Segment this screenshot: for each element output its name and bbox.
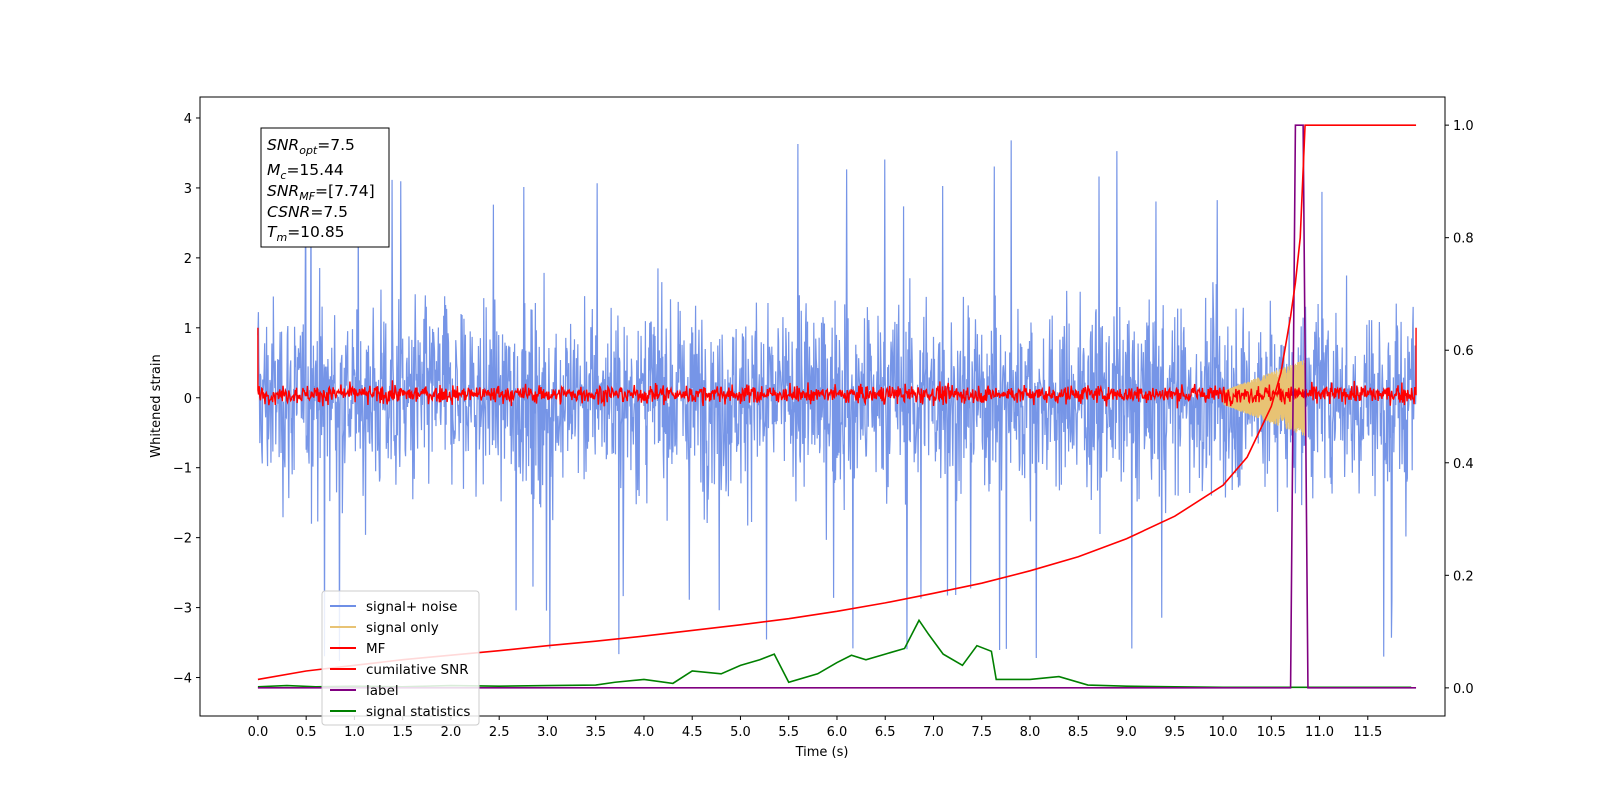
y2-tick-label: 0.8: [1453, 232, 1474, 247]
legend-label: signal+ noise: [366, 599, 457, 615]
y-tick-label: 4: [184, 112, 192, 127]
x-tick-label: 3.0: [537, 725, 558, 740]
legend-label: signal only: [366, 620, 439, 636]
x-tick-label: 2.0: [441, 725, 462, 740]
y-tick-label: −4: [173, 672, 192, 687]
x-tick-label: 1.0: [344, 725, 365, 740]
series-signal-noise: [257, 140, 1417, 662]
y2-tick-label: 0.4: [1453, 457, 1474, 472]
x-tick-label: 3.5: [585, 725, 606, 740]
info-csnr: CSNR=7.5: [267, 203, 348, 221]
x-tick-label: 5.0: [730, 725, 751, 740]
x-tick-label: 10.5: [1257, 725, 1286, 740]
legend-label: signal statistics: [366, 704, 470, 720]
y-tick-label: 3: [184, 182, 192, 197]
series-label: [257, 124, 1417, 689]
y2-tick-label: 0.6: [1453, 344, 1474, 359]
x-tick-label: 6.5: [875, 725, 896, 740]
y2-tick-label: 0.2: [1453, 569, 1474, 584]
x-tick-label: 10.0: [1209, 725, 1238, 740]
legend: signal+ noise signal only MF cumilative SNR…: [321, 590, 480, 726]
info-snr-mf: SNRMF=[7.74]: [267, 182, 375, 203]
legend-label: cumilative SNR: [366, 662, 469, 678]
y-tick-label: −2: [173, 532, 192, 547]
y2-tick-label: 1.0: [1453, 119, 1474, 134]
y2-tick-label: 0.0: [1453, 682, 1474, 697]
x-tick-label: 4.0: [634, 725, 655, 740]
info-mc: Mc=15.44: [267, 161, 344, 182]
series-mf: [257, 327, 1417, 409]
y-tick-label: −3: [173, 602, 192, 617]
x-tick-label: 9.5: [1164, 725, 1185, 740]
y-axis: 4 3 2 1 0 −1 −2 −3 −4: [173, 112, 200, 687]
y-tick-label: 1: [184, 322, 192, 337]
y-tick-label: 2: [184, 252, 192, 267]
x-tick-label: 5.5: [778, 725, 799, 740]
legend-label: MF: [366, 641, 385, 657]
y-tick-label: −1: [173, 462, 192, 477]
x-tick-label: 7.0: [923, 725, 944, 740]
x-tick-label: 1.5: [392, 725, 413, 740]
x-tick-label: 8.5: [1068, 725, 1089, 740]
x-tick-label: 0.5: [296, 725, 317, 740]
x-tick-label: 0.0: [248, 725, 269, 740]
info-snr-opt: SNRopt=7.5: [267, 136, 355, 157]
info-box: SNRopt=7.5 Mc=15.44 SNRMF=[7.74] CSNR=7.…: [260, 127, 390, 248]
info-box-frame: [260, 127, 390, 248]
legend-frame: [321, 590, 480, 726]
x-tick-label: 9.0: [1116, 725, 1137, 740]
x-tick-label: 11.5: [1353, 725, 1382, 740]
x-tick-label: 4.5: [682, 725, 703, 740]
x-axis: 0.0 0.5 1.0 1.5 2.0 2.5 3.0 3.5 4.0 4.5 5.0 5.5 6.0 6…: [248, 716, 1382, 740]
legend-label: label: [366, 683, 399, 699]
x-tick-label: 11.0: [1305, 725, 1334, 740]
series-layer: [257, 124, 1417, 689]
series-signal-statistics: [257, 618, 1412, 689]
series-cumulative-snr: [257, 124, 1417, 681]
x-tick-label: 8.0: [1020, 725, 1041, 740]
x-axis-label: Time (s): [795, 745, 849, 760]
plot-frame: [199, 96, 1446, 717]
y-axis-label: Whitened strain: [149, 354, 164, 457]
x-tick-label: 6.0: [827, 725, 848, 740]
info-tm: Tm=10.85: [267, 223, 345, 244]
x-tick-label: 2.5: [489, 725, 510, 740]
x-tick-label: 7.5: [971, 725, 992, 740]
y2-axis: 1.0 0.8 0.6 0.4 0.2 0.0: [1445, 119, 1474, 697]
y-tick-label: 0: [184, 392, 192, 407]
